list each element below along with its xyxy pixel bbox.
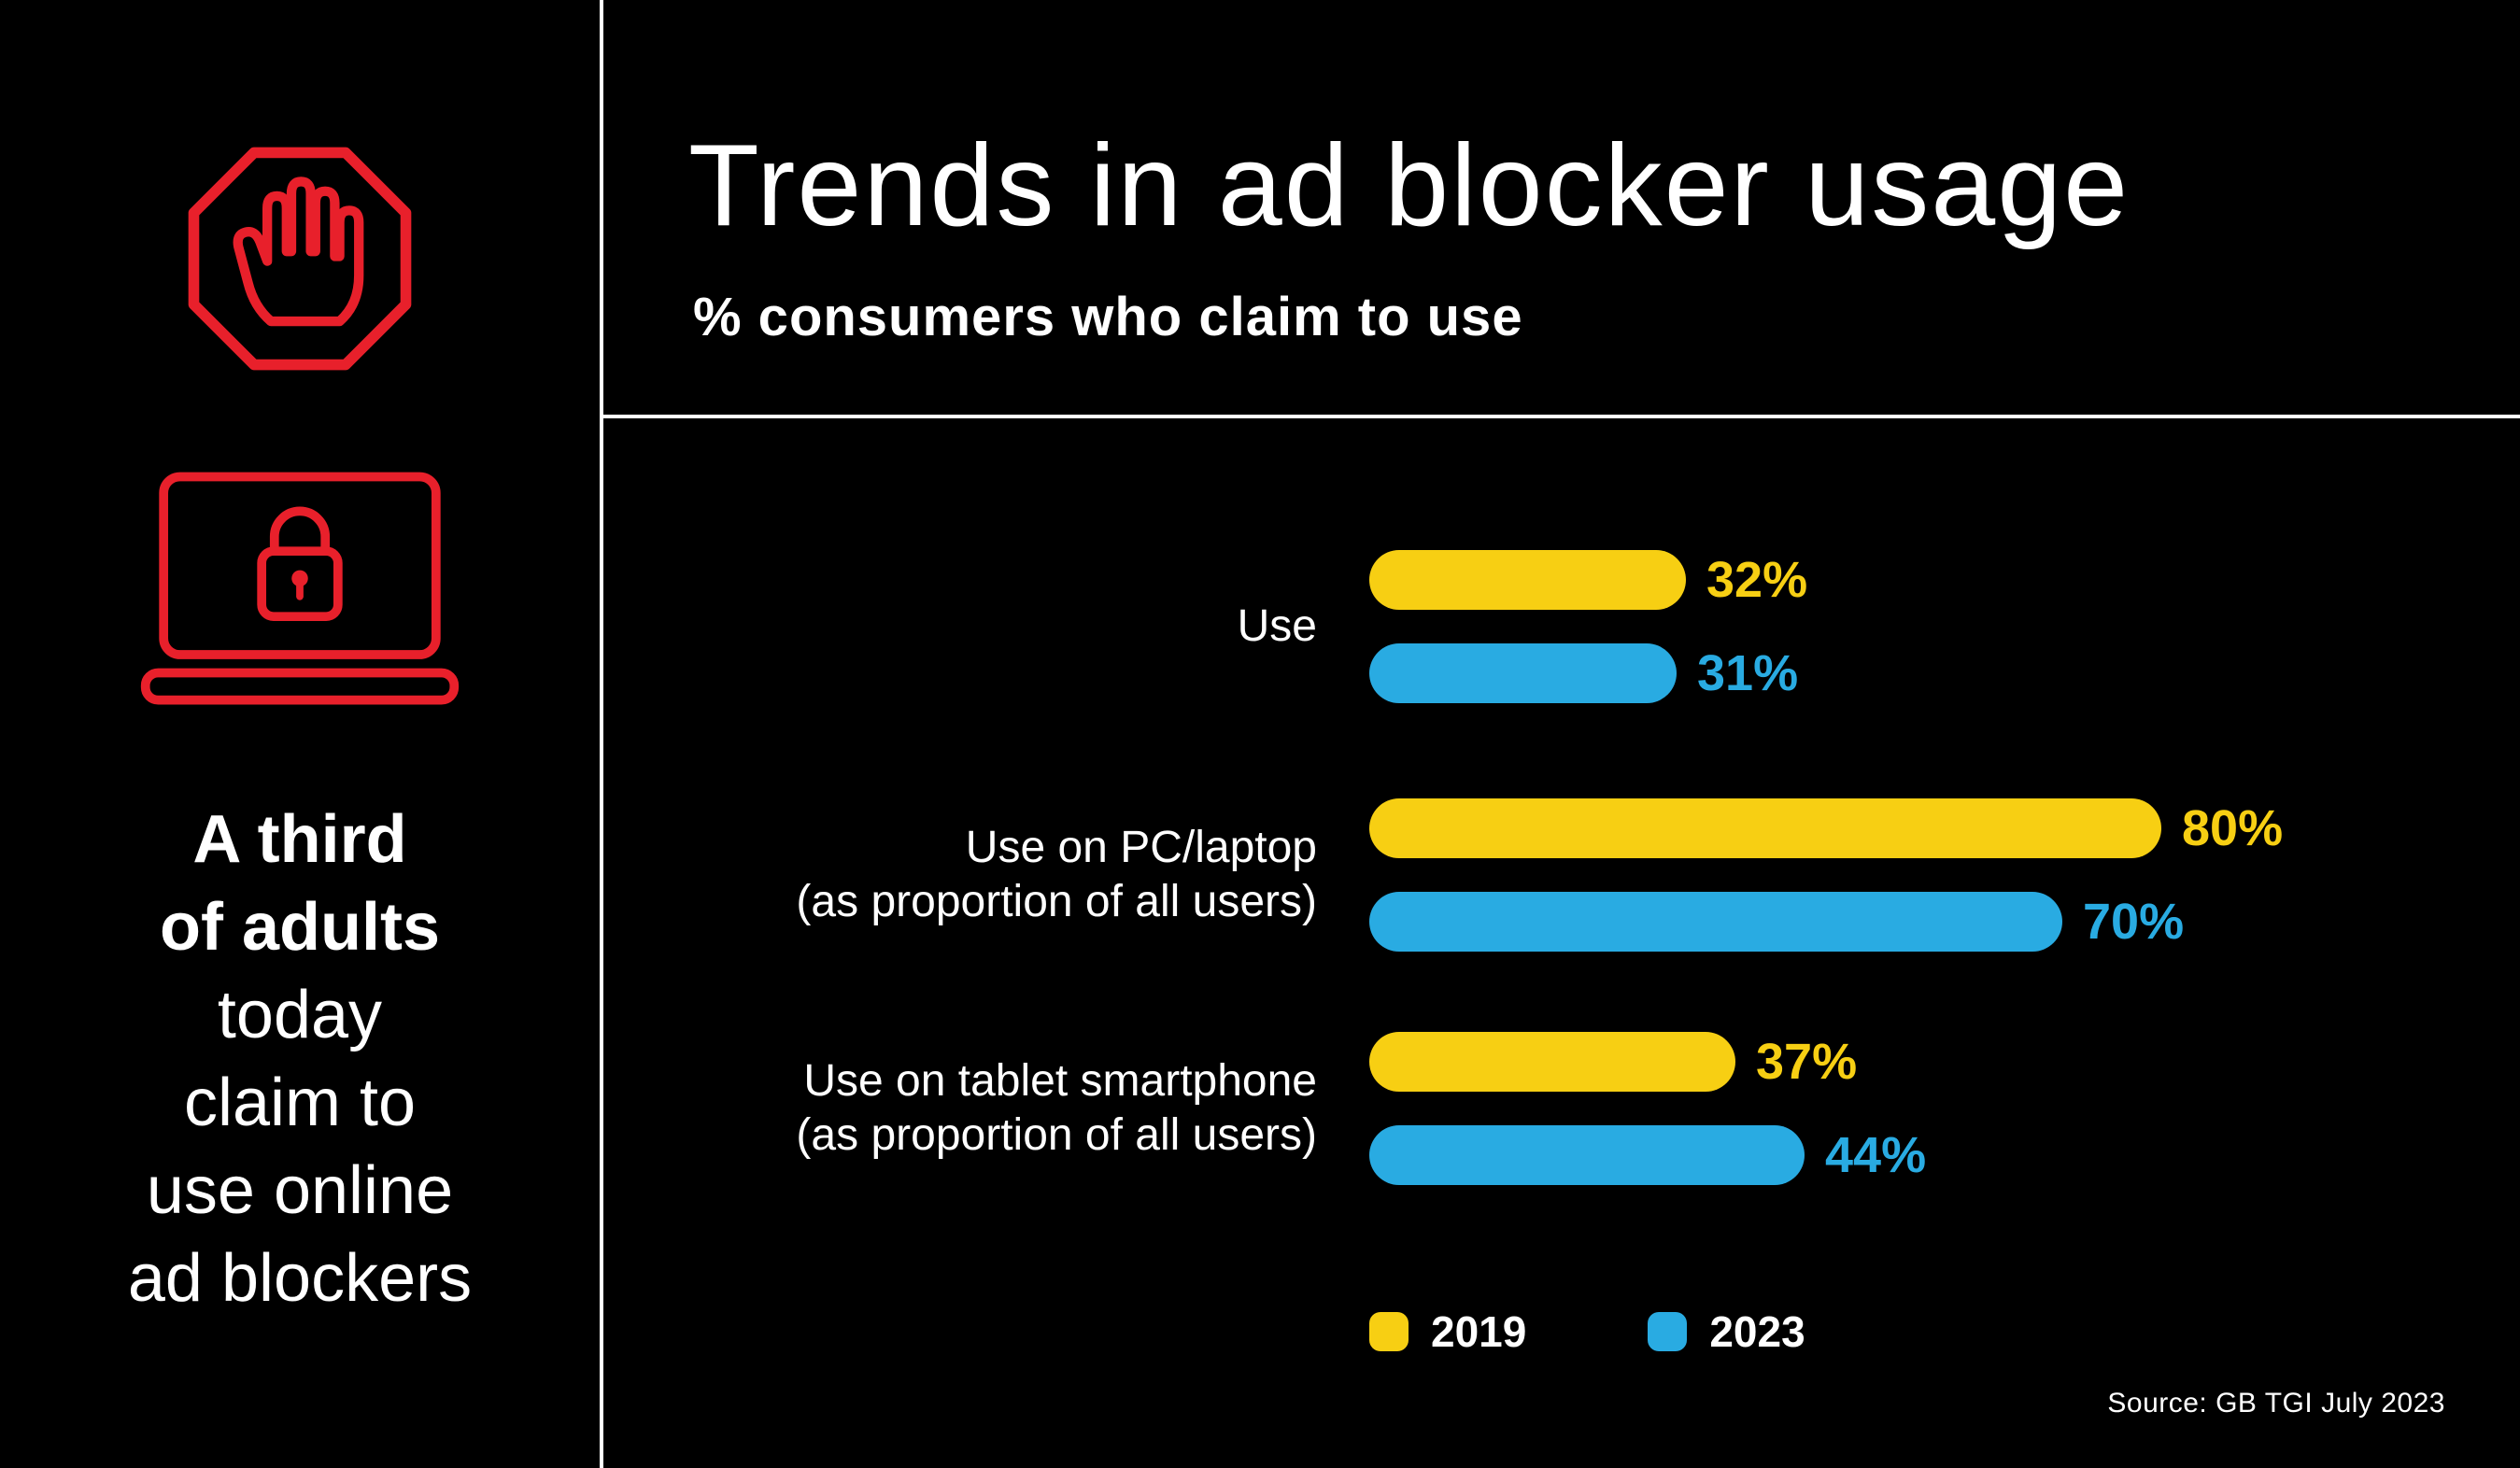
bar-2023 — [1369, 892, 2062, 952]
page-subtitle: % consumers who claim to use — [693, 287, 1523, 347]
bar-value-2019: 37% — [1756, 1034, 1858, 1090]
bar-2023 — [1369, 643, 1677, 703]
legend-label-2023: 2023 — [1709, 1307, 1805, 1356]
sidebar-caption-line: today — [217, 978, 383, 1052]
ad-block-hand-icon — [188, 147, 412, 371]
category-label: Use on tablet smartphone (as proportion o… — [796, 1056, 1317, 1160]
legend-label-2019: 2019 — [1431, 1307, 1527, 1356]
bar-value-2019: 80% — [2182, 800, 2284, 856]
category-label: Use — [1237, 601, 1317, 651]
bar-2019 — [1369, 798, 2161, 858]
legend-swatch-2019 — [1369, 1312, 1409, 1351]
sidebar-caption-line: A third — [192, 802, 407, 877]
legend-item-2023: 2023 — [1648, 1306, 1805, 1357]
laptop-lock-icon — [140, 472, 460, 705]
bar-value-2023: 31% — [1697, 645, 1799, 701]
bar-value-2023: 70% — [2083, 894, 2185, 950]
category-label: Use on PC/laptop (as proportion of all us… — [796, 823, 1317, 926]
source-note: Source: GB TGI July 2023 — [2107, 1388, 2445, 1419]
bar-2023 — [1369, 1125, 1805, 1185]
sidebar-caption-line: of adults — [160, 890, 440, 965]
header-divider — [603, 415, 2520, 418]
legend-item-2019: 2019 — [1369, 1306, 1526, 1357]
bar-value-2023: 44% — [1825, 1127, 1927, 1183]
chart-legend: 2019 2023 — [1369, 1306, 1927, 1357]
legend-swatch-2023 — [1648, 1312, 1688, 1351]
bar-2019 — [1369, 1032, 1735, 1092]
sidebar-caption: A third of adults today claim to use online a… — [0, 796, 600, 1322]
sidebar-caption-line: use online — [146, 1153, 454, 1228]
sidebar-caption-line: claim to — [183, 1066, 417, 1140]
page-title: Trends in ad blocker usage — [688, 121, 2131, 250]
bar-2019 — [1369, 550, 1686, 610]
sidebar: A third of adults today claim to use online a… — [0, 0, 600, 1468]
vertical-divider — [600, 0, 603, 1468]
sidebar-caption-line: ad blockers — [127, 1241, 473, 1316]
bar-value-2019: 32% — [1706, 552, 1808, 608]
